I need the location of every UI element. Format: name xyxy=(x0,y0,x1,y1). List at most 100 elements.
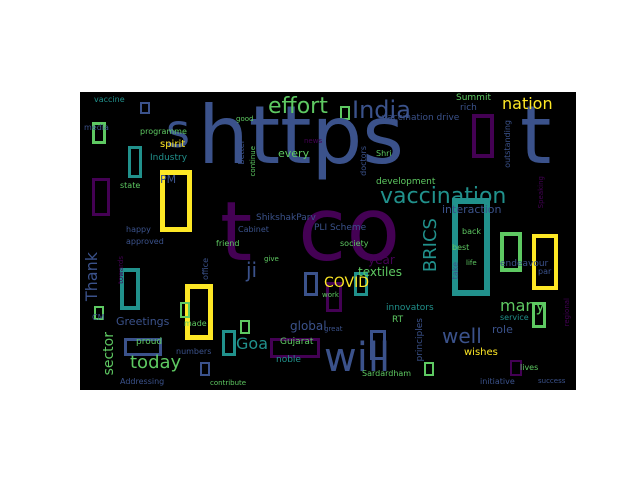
glyph-box xyxy=(472,114,494,158)
glyph-box xyxy=(500,232,522,272)
word-vaccine: vaccine xyxy=(94,95,125,104)
glyph-box xyxy=(180,302,190,318)
word-great: great xyxy=(324,325,343,333)
word-service: service xyxy=(500,313,529,322)
word-approved: approved xyxy=(126,237,164,246)
word-t: t xyxy=(220,185,253,280)
word-work: work xyxy=(322,291,339,299)
glyph-box xyxy=(354,272,368,296)
word-programme: programme xyxy=(140,127,187,136)
word-cabinet: Cabinet xyxy=(238,225,269,234)
glyph-box xyxy=(326,282,342,312)
word-made: made xyxy=(184,319,207,328)
word-well: well xyxy=(442,324,482,348)
word-effort: effort xyxy=(268,94,328,119)
word-endeavour: endeavour xyxy=(500,259,549,269)
word-vaccination-drive: vaccination drive xyxy=(382,113,460,123)
word-interaction: interaction xyxy=(442,203,502,216)
word-sector: sector xyxy=(101,332,117,376)
word-shri: Shri xyxy=(376,149,392,158)
word-industry: Industry xyxy=(150,153,188,163)
word-s: s xyxy=(166,104,190,158)
word-pli-scheme: PLI Scheme xyxy=(314,223,367,233)
word-life: life xyxy=(466,259,477,267)
glyph-box xyxy=(424,362,434,376)
word-brics: BRICS xyxy=(420,218,441,273)
word-innovators: innovators xyxy=(386,303,434,313)
glyph-box xyxy=(140,102,150,114)
word-shikshakparv: ShikshakParv xyxy=(256,213,316,223)
word-every: every xyxy=(278,147,310,160)
word-proud: proud xyxy=(136,337,163,347)
word-doctors: doctors xyxy=(359,146,368,176)
word-co: co xyxy=(298,178,401,281)
word-will: will xyxy=(324,335,391,381)
word-cloud: https t t co will vaccination India effo… xyxy=(80,92,576,390)
glyph-box xyxy=(510,360,522,376)
glyph-box xyxy=(92,122,106,144)
glyph-box xyxy=(92,178,110,216)
word-rich: rich xyxy=(460,103,477,113)
word-many: many xyxy=(500,296,545,315)
word-friend: friend xyxy=(216,239,240,248)
word-india: India xyxy=(352,96,411,124)
word-sardardham: Sardardham xyxy=(362,369,412,378)
word-speaking: Speaking xyxy=(537,176,545,209)
word-wishes: wishes xyxy=(464,347,498,358)
word-good: good xyxy=(236,115,254,123)
glyph-box xyxy=(340,106,350,120)
word-better: better xyxy=(237,140,246,165)
glyph-box xyxy=(222,330,236,356)
glyph-box xyxy=(160,170,192,232)
word-summit: Summit xyxy=(456,93,491,103)
glyph-box xyxy=(370,330,386,360)
glyph-box xyxy=(532,234,558,290)
word-contribute: contribute xyxy=(210,379,247,387)
word-give: give xyxy=(264,255,279,263)
word-noble: noble xyxy=(276,355,301,365)
word-spirit: spirit xyxy=(160,139,186,150)
word-continue: continue xyxy=(249,146,257,177)
word-society: society xyxy=(340,239,369,248)
word-media: media xyxy=(84,123,109,132)
word-addressing: Addressing xyxy=(120,377,165,386)
word-nation: nation xyxy=(502,94,553,113)
word-covid: COVID xyxy=(324,275,370,291)
word-year: year xyxy=(368,253,395,267)
word-pm: PM xyxy=(160,173,177,186)
word-success: success xyxy=(538,377,566,385)
glyph-box xyxy=(532,302,546,328)
glyph-box xyxy=(452,198,490,296)
word-initiative: initiative xyxy=(480,377,515,386)
glyph-box xyxy=(185,284,213,340)
word-goa: Goa xyxy=(236,334,268,353)
glyph-box xyxy=(200,362,210,376)
word-office: office xyxy=(201,258,210,280)
word-development: development xyxy=(376,177,436,187)
word-thank: Thank xyxy=(82,252,101,302)
glyph-box xyxy=(240,320,250,334)
glyph-box xyxy=(124,338,162,356)
word-greetings: Greetings xyxy=(116,315,170,328)
glyph-box xyxy=(304,272,318,296)
word-t: t xyxy=(520,92,552,182)
word-news: news xyxy=(304,137,323,145)
word-lives: lives xyxy=(520,363,539,372)
word-vaccination: vaccination xyxy=(380,184,507,209)
word-take: take xyxy=(451,262,460,280)
word-global: global xyxy=(290,319,327,333)
word-today: today xyxy=(130,352,182,373)
word-numbers: numbers xyxy=(176,347,212,356)
word-happy: happy xyxy=(126,225,151,234)
word-gujarat: Gujarat xyxy=(280,337,314,347)
glyph-box xyxy=(128,146,142,178)
word-towards: towards xyxy=(117,256,125,284)
glyph-box xyxy=(94,306,104,320)
word-role: role xyxy=(492,323,513,336)
word-cm: CM xyxy=(92,313,105,322)
word-ji: ji xyxy=(246,258,258,282)
word-regional: regional xyxy=(563,298,571,327)
word-textiles: textiles xyxy=(358,265,402,279)
word-state: state xyxy=(120,181,141,190)
word-best: best xyxy=(452,243,470,252)
